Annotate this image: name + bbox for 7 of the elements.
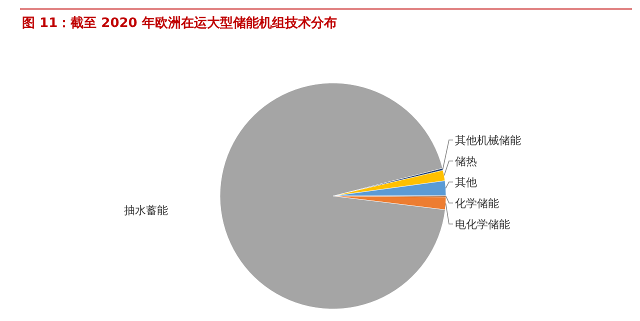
slice-label: 储热: [455, 155, 477, 168]
slice-label: 其他: [455, 176, 477, 189]
chart-title: 图 11：截至 2020 年欧洲在运大型储能机组技术分布: [22, 15, 337, 31]
slice-label: 化学储能: [455, 197, 499, 210]
slice-label: 电化学储能: [455, 218, 510, 231]
slice-label: 其他机械储能: [455, 134, 521, 147]
slice-label: 抽水蓄能: [124, 204, 168, 217]
